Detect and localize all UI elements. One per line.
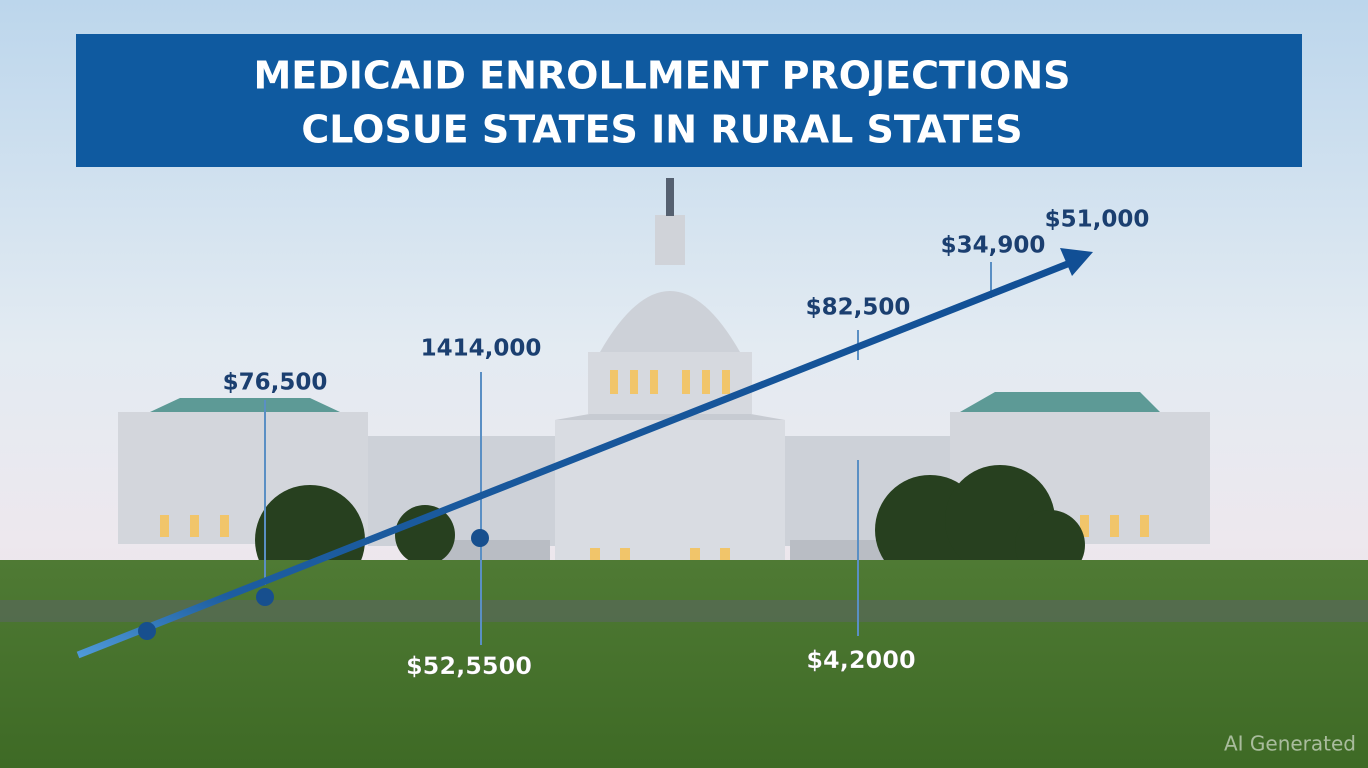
title-banner: [76, 34, 1302, 167]
value-label: 1414,000: [421, 336, 542, 362]
value-label: $4,2000: [806, 646, 915, 674]
value-label: $52,5500: [406, 652, 532, 680]
lawn: [0, 560, 1368, 768]
title-line: CLOSUE STATES IN RURAL STATES: [301, 108, 1022, 152]
title-line: MEDICAID ENROLLMENT PROJECTIONS: [253, 54, 1070, 98]
path: [0, 600, 1368, 622]
arrow-dots: [138, 529, 489, 640]
leader-lines: [264, 262, 992, 645]
value-label: $34,900: [941, 233, 1046, 259]
watermark: AI Generated: [1224, 732, 1356, 756]
value-label: $76,500: [223, 370, 328, 396]
value-label: $82,500: [806, 295, 911, 321]
value-label: $51,000: [1045, 207, 1150, 233]
arrow-head: [1060, 248, 1093, 276]
trend-arrow: [76, 259, 1072, 659]
